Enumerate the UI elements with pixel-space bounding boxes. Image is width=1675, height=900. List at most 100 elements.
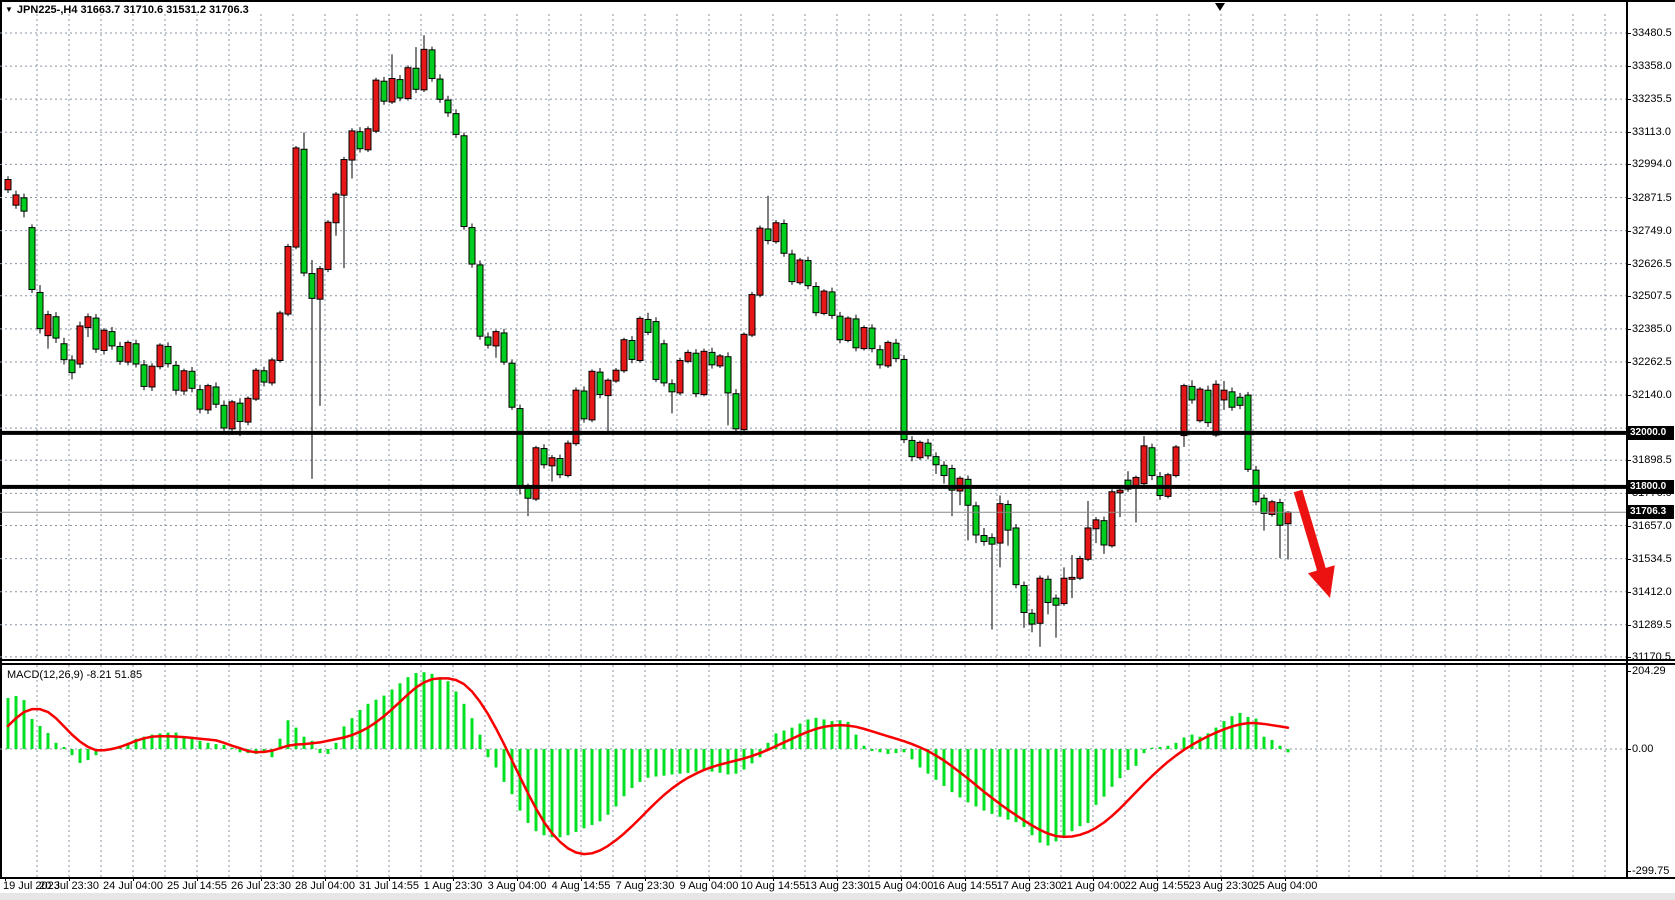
time-axis-label: 15 Aug 04:00 bbox=[868, 880, 934, 892]
price-axis-tick bbox=[1626, 558, 1631, 560]
time-axis-tick bbox=[1221, 877, 1222, 881]
candle bbox=[1084, 500, 1092, 562]
candle bbox=[364, 126, 372, 152]
macd-histogram-bar bbox=[382, 695, 386, 749]
macd-histogram-bar bbox=[1030, 749, 1034, 836]
bear-candle-body bbox=[1012, 527, 1020, 586]
trend-arrow-annotation[interactable] bbox=[1293, 489, 1335, 598]
bull-candle-body bbox=[284, 246, 292, 315]
bear-candle-body bbox=[500, 332, 508, 363]
bear-candle-body bbox=[1204, 389, 1212, 424]
candle bbox=[996, 495, 1004, 568]
bear-candle-body bbox=[36, 291, 44, 330]
candle bbox=[20, 193, 28, 218]
macd-histogram-bar bbox=[654, 749, 658, 777]
macd-histogram-bar bbox=[558, 749, 562, 838]
candle bbox=[4, 176, 12, 194]
time-axis-tick bbox=[1157, 877, 1158, 881]
candle bbox=[76, 321, 84, 369]
macd-histogram-bar bbox=[454, 691, 458, 749]
bull-candle-body bbox=[1116, 489, 1124, 494]
time-axis-label: 28 Jul 04:00 bbox=[295, 880, 355, 892]
candle bbox=[132, 339, 140, 368]
candle bbox=[260, 366, 268, 387]
macd-histogram-bar bbox=[294, 727, 298, 749]
macd-histogram-bar bbox=[230, 747, 234, 749]
time-axis-label: 3 Aug 04:00 bbox=[487, 880, 547, 892]
bull-candle-body bbox=[796, 259, 804, 284]
bear-candle-body bbox=[732, 393, 740, 430]
bear-candle-body bbox=[436, 78, 444, 100]
candle bbox=[1108, 489, 1116, 548]
macd-histogram-bar bbox=[182, 736, 186, 749]
chart-shift-marker-icon[interactable] bbox=[1215, 3, 1225, 11]
candle bbox=[1276, 498, 1284, 558]
price-axis-label: 33113.0 bbox=[1632, 126, 1671, 139]
macd-histogram-bar bbox=[870, 749, 874, 752]
macd-histogram-bar bbox=[918, 749, 922, 768]
bear-candle-body bbox=[1020, 584, 1028, 613]
macd-histogram-bar bbox=[878, 749, 882, 753]
candle bbox=[228, 399, 236, 436]
macd-histogram-bar bbox=[1198, 736, 1202, 749]
bull-candle-body bbox=[404, 67, 412, 99]
bull-candle-body bbox=[1140, 445, 1148, 485]
macd-histogram-bar bbox=[150, 734, 154, 749]
macd-histogram-bar bbox=[910, 749, 914, 760]
bull-candle-body bbox=[204, 385, 212, 411]
time-axis-label: 31 Jul 14:55 bbox=[359, 880, 419, 892]
macd-histogram-bar bbox=[1278, 745, 1282, 749]
bear-candle-body bbox=[412, 67, 420, 90]
price-axis-tick bbox=[1626, 525, 1631, 527]
macd-indicator-pane[interactable] bbox=[0, 665, 1626, 877]
time-axis-label: 20 Jul 23:30 bbox=[39, 880, 99, 892]
bear-candle-body bbox=[524, 487, 532, 499]
time-axis-label: 13 Aug 23:30 bbox=[804, 880, 870, 892]
macd-histogram-bar bbox=[158, 733, 162, 749]
macd-histogram-bar bbox=[318, 749, 322, 754]
bull-candle-body bbox=[124, 341, 132, 363]
price-axis-tick bbox=[1626, 66, 1631, 68]
candle bbox=[460, 132, 468, 230]
candle bbox=[1180, 383, 1188, 447]
pane-separator-bottom[interactable] bbox=[0, 663, 1675, 665]
bear-candle-body bbox=[1052, 597, 1060, 606]
candle bbox=[388, 54, 396, 104]
candle bbox=[100, 328, 108, 355]
candle bbox=[1036, 575, 1044, 647]
bear-candle-body bbox=[1236, 396, 1244, 406]
price-chart-pane[interactable] bbox=[0, 0, 1626, 659]
candle bbox=[972, 501, 980, 544]
time-axis-label: 16 Aug 14:55 bbox=[932, 880, 998, 892]
candle bbox=[420, 35, 428, 93]
candle bbox=[1092, 517, 1100, 544]
bear-candle-body bbox=[1148, 447, 1156, 477]
bear-candle-body bbox=[708, 351, 716, 366]
bear-candle-body bbox=[788, 253, 796, 283]
macd-histogram-bar bbox=[630, 749, 634, 789]
horizontal-level-line-31800.0[interactable] bbox=[0, 484, 1626, 489]
time-axis-label: 25 Jul 14:55 bbox=[167, 880, 227, 892]
macd-histogram-bar bbox=[1054, 749, 1058, 842]
price-level-badge-32000.0: 32000.0 bbox=[1627, 425, 1674, 440]
bull-candle-body bbox=[492, 331, 500, 347]
time-axis-label: 9 Aug 04:00 bbox=[679, 880, 739, 892]
candle bbox=[292, 146, 300, 250]
macd-histogram-bar bbox=[710, 749, 714, 772]
bull-candle-body bbox=[12, 194, 20, 206]
bear-candle-body bbox=[116, 345, 124, 362]
horizontal-level-line-32000.0[interactable] bbox=[0, 430, 1626, 435]
candle bbox=[876, 345, 884, 369]
price-axis-label: 32626.5 bbox=[1632, 257, 1672, 270]
time-axis-label: 4 Aug 14:55 bbox=[551, 880, 611, 892]
pane-separator-top[interactable] bbox=[0, 659, 1675, 661]
candle bbox=[124, 340, 132, 366]
time-axis-label: 22 Aug 14:55 bbox=[1124, 880, 1190, 892]
time-axis-tick bbox=[325, 877, 326, 881]
bull-candle-body bbox=[156, 344, 164, 368]
bear-candle-body bbox=[628, 340, 636, 360]
bear-candle-body bbox=[444, 99, 452, 114]
macd-histogram-bar bbox=[374, 699, 378, 749]
bull-candle-body bbox=[340, 159, 348, 196]
bear-candle-body bbox=[1124, 479, 1132, 490]
